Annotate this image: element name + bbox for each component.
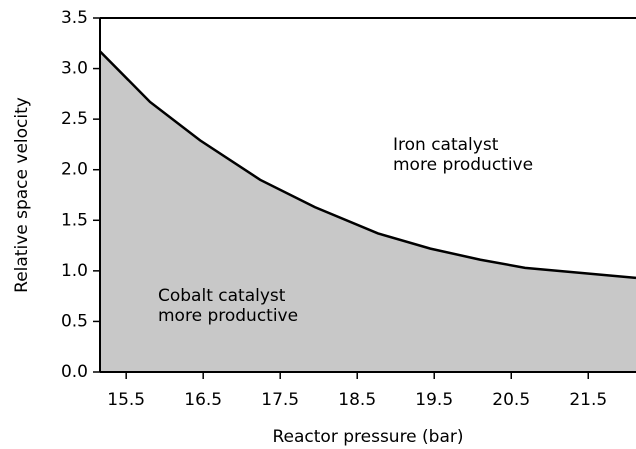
- annotation: Iron catalyst: [393, 135, 499, 155]
- x-axis-label: Reactor pressure (bar): [272, 427, 463, 447]
- x-tick-label: 19.5: [415, 390, 453, 410]
- annotation: more productive: [393, 155, 533, 175]
- x-tick-label: 20.5: [492, 390, 530, 410]
- annotation: Cobalt catalyst: [158, 286, 286, 306]
- area-fill: [100, 51, 636, 373]
- y-tick-label: 3.0: [61, 59, 88, 79]
- y-tick-label: 0.5: [61, 311, 88, 331]
- annotation: more productive: [158, 306, 298, 326]
- area-line: [99, 50, 636, 280]
- y-tick-label: 1.5: [61, 210, 88, 230]
- y-tick-label: 2.0: [61, 160, 88, 180]
- y-tick-label: 3.5: [61, 8, 88, 28]
- y-tick-label: 1.0: [61, 261, 88, 281]
- y-axis-label: Relative space velocity: [12, 97, 32, 293]
- x-tick-label: 15.5: [107, 390, 145, 410]
- x-tick-label: 17.5: [261, 390, 299, 410]
- x-tick-label: 16.5: [184, 390, 222, 410]
- y-tick-label: 0.0: [61, 362, 88, 382]
- y-tick-label: 2.5: [61, 109, 88, 129]
- x-tick-label: 18.5: [338, 390, 376, 410]
- x-tick-label: 21.5: [569, 390, 607, 410]
